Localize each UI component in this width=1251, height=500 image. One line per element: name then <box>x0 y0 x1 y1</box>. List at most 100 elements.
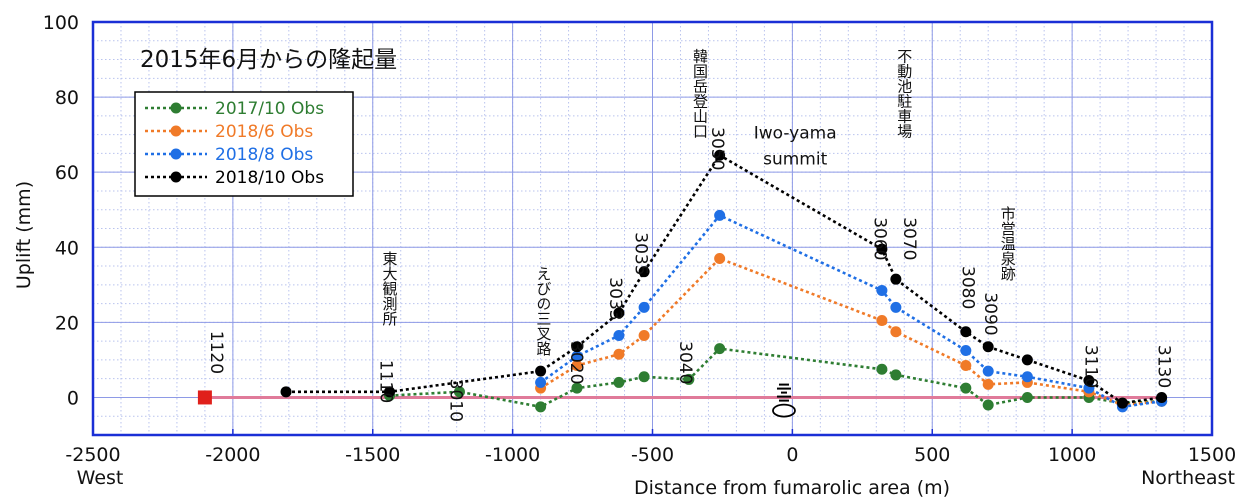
place-label: 市営温泉跡 <box>999 206 1017 282</box>
fumarole-icon <box>772 403 796 418</box>
series-point <box>714 343 726 355</box>
series-point <box>535 401 547 413</box>
y-tick-label: 60 <box>55 162 79 184</box>
series-line <box>286 153 1162 405</box>
reference-point-marker <box>197 390 212 405</box>
baseline <box>204 383 1162 418</box>
series-point <box>535 365 547 377</box>
legend-swatch-marker <box>170 148 182 160</box>
series-point <box>876 243 888 255</box>
y-tick-label: 80 <box>55 87 79 109</box>
place-label: 不動池駐車場 <box>895 48 913 138</box>
station-label: 3070 <box>899 217 919 260</box>
series-point <box>890 301 902 313</box>
legend-label: 2018/6 Obs <box>215 122 313 142</box>
x-direction-northeast: Northeast <box>1141 467 1235 489</box>
series-point <box>960 345 972 357</box>
series-point <box>613 330 625 342</box>
legend-label: 2018/10 Obs <box>215 168 324 188</box>
series-point <box>714 253 726 265</box>
station-label: 1110 <box>376 360 396 403</box>
summit-label: Iwo-yama <box>754 123 837 143</box>
series-point <box>960 360 972 372</box>
series-point <box>280 386 292 398</box>
y-tick-label: 40 <box>55 237 79 259</box>
series-line <box>389 347 1162 409</box>
legend-label: 2018/8 Obs <box>215 145 313 165</box>
series-point <box>714 149 726 161</box>
tick-labels: -2500 -2000 -1500 -1000 -500 0 500 1000 1500 0 20 4… <box>43 12 1236 466</box>
station-label: 3020 <box>566 341 586 384</box>
x-tick-label: 500 <box>914 444 950 466</box>
station-label: 3010 <box>446 379 466 422</box>
series-point <box>571 382 583 394</box>
series-point <box>638 371 650 383</box>
summit-label: summit <box>763 149 827 169</box>
series-point <box>890 369 902 381</box>
series-point <box>453 386 465 398</box>
station-label: 3040 <box>675 341 695 384</box>
series-point <box>1156 391 1168 403</box>
legend-label: 2017/10 Obs <box>215 99 324 119</box>
legend-swatch-marker <box>170 102 182 114</box>
series-point <box>890 326 902 338</box>
place-label: 韓国岳登山口 <box>691 48 709 138</box>
series-point <box>982 378 994 390</box>
series-point <box>613 307 625 319</box>
x-tick-label: -2000 <box>205 444 260 466</box>
series-point <box>1083 375 1095 387</box>
x-tick-label: 1000 <box>1048 444 1096 466</box>
legend: 2017/10 Obs 2018/6 Obs 2018/8 Obs 2018/10 O… <box>134 91 354 197</box>
station-label: 3033 <box>605 277 625 320</box>
y-tick-label: 20 <box>55 312 79 334</box>
series-point <box>571 350 583 362</box>
series-point <box>638 266 650 278</box>
series-point <box>876 363 888 375</box>
series-point <box>982 341 994 353</box>
legend-swatch-marker <box>170 125 182 137</box>
y-tick-label: 100 <box>43 12 79 34</box>
station-label: 3060 <box>869 217 889 260</box>
x-tick-label: -500 <box>631 444 674 466</box>
series-point <box>1021 354 1033 366</box>
station-label: 3035 <box>630 232 650 275</box>
series-4 <box>280 149 1168 409</box>
station-label: 3130 <box>1153 345 1173 388</box>
reference-point-label: 1120 <box>206 331 226 374</box>
series-layer <box>197 149 1168 413</box>
series-point <box>890 273 902 285</box>
y-axis-label: Uplift (mm) <box>13 181 35 289</box>
x-tick-label: 0 <box>786 444 798 466</box>
place-label: えびの三叉路 <box>534 266 552 356</box>
series-point <box>1021 391 1033 403</box>
chart-title: 2015年6月からの隆起量 <box>140 47 397 73</box>
series-point <box>571 360 583 372</box>
series-point <box>876 284 888 296</box>
series-point <box>1021 371 1033 383</box>
x-tick-label: -1000 <box>485 444 540 466</box>
station-label: 3090 <box>980 292 1000 335</box>
series-point <box>535 376 547 388</box>
y-tick-label: 0 <box>67 387 79 409</box>
series-point <box>613 348 625 360</box>
series-point <box>613 376 625 388</box>
x-tick-label: -2500 <box>65 444 120 466</box>
series-point <box>960 382 972 394</box>
series-point <box>638 330 650 342</box>
x-tick-label: 1500 <box>1188 444 1236 466</box>
series-point <box>714 209 726 221</box>
station-label: 3110 <box>1081 345 1101 388</box>
series-point <box>384 386 396 398</box>
annotations: 2015年6月からの隆起量 Distance from fumarolic ar… <box>13 47 1235 499</box>
station-label: 3080 <box>958 266 978 309</box>
series-point <box>960 326 972 338</box>
place-label: 東大観測所 <box>381 251 399 326</box>
series-point <box>982 399 994 411</box>
series-point <box>638 301 650 313</box>
legend-swatch-marker <box>170 171 182 183</box>
series-point <box>683 373 695 385</box>
station-label: 3050 <box>707 127 727 170</box>
x-direction-west: West <box>77 467 124 489</box>
series-point <box>876 314 888 326</box>
